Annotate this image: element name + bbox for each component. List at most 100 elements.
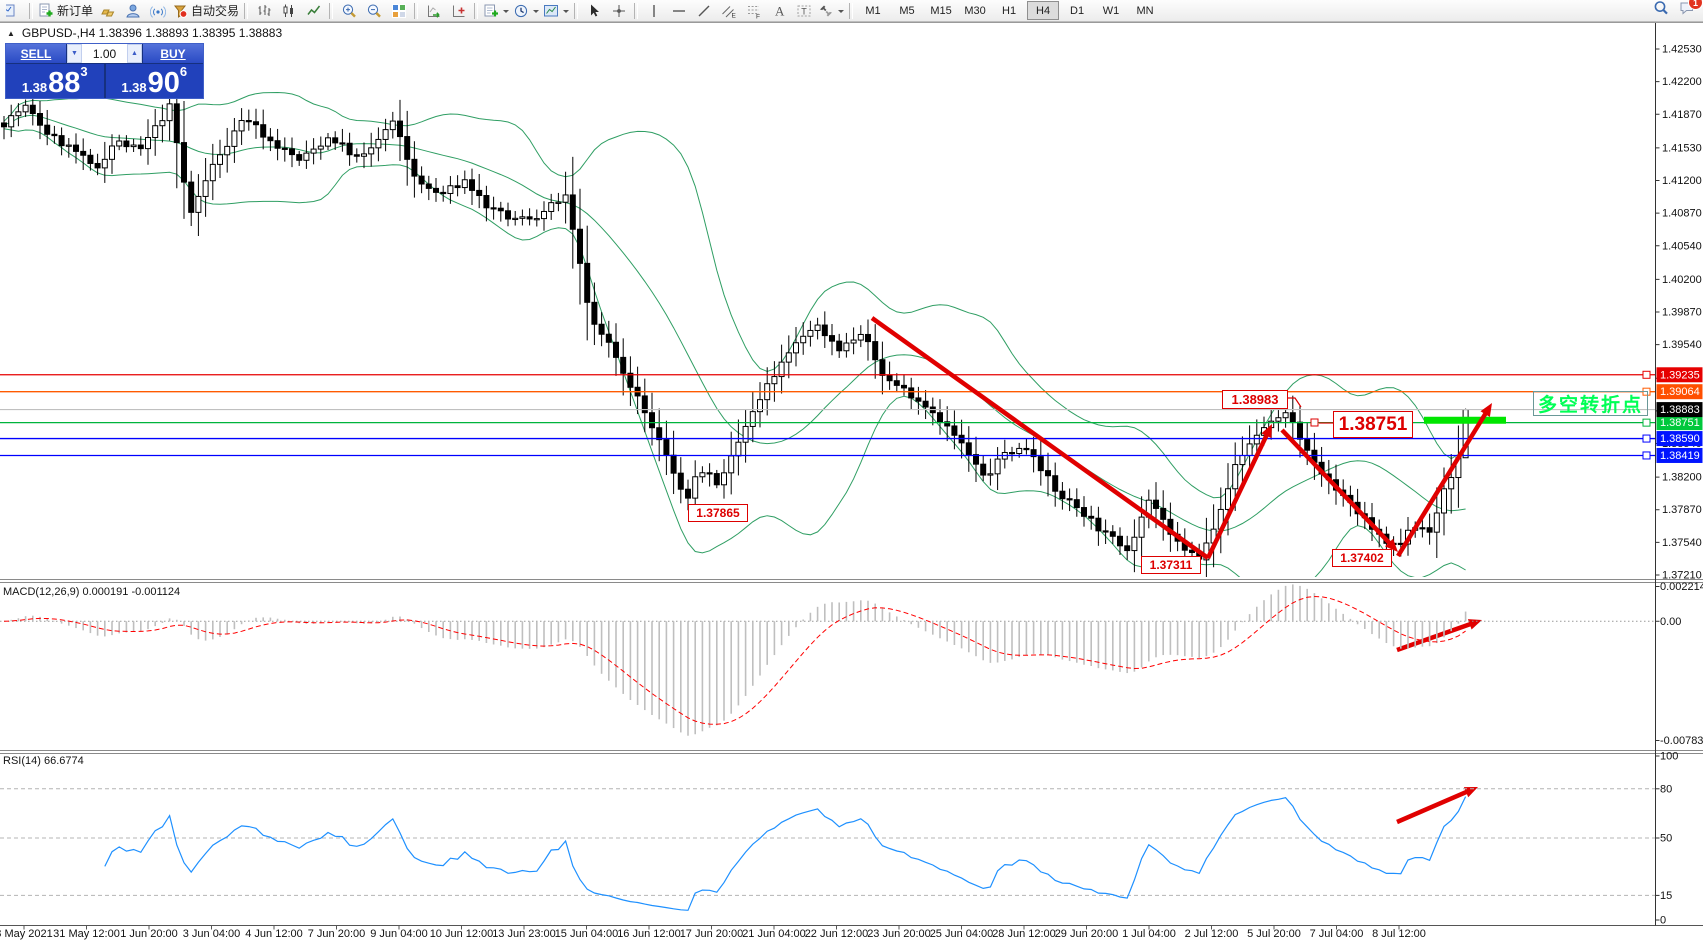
price-callout[interactable]: 1.38751 (1333, 411, 1413, 438)
crosshair-button[interactable] (606, 1, 631, 21)
text-icon: A (771, 3, 787, 19)
svg-text:1.38590: 1.38590 (1660, 433, 1700, 445)
timeframe-d1-button[interactable]: D1 (1070, 4, 1085, 17)
lot-decrease-button[interactable]: ▼ (67, 44, 82, 63)
notification-badge: 1 (1688, 0, 1703, 10)
cursor-button[interactable] (581, 1, 606, 21)
price-callout[interactable]: 1.37865 (688, 504, 748, 522)
sell-price[interactable]: 1.38 88 3 (6, 64, 104, 98)
templates-button[interactable] (541, 1, 571, 21)
templates-icon (543, 3, 559, 19)
line-chart-type-button[interactable] (301, 1, 326, 21)
macd-panel[interactable] (3, 584, 1467, 736)
timeframe-m5-button[interactable]: M5 (899, 4, 915, 17)
timeframe-m30-button[interactable]: M30 (964, 4, 986, 17)
trend-arrow[interactable] (1396, 403, 1492, 558)
timeframe-h4-button[interactable]: H4 (1027, 1, 1060, 20)
vertical-line-button[interactable] (641, 1, 666, 21)
sell-button[interactable]: SELL (6, 44, 66, 63)
timeframe-m15-button[interactable]: M15 (930, 4, 952, 17)
price-tick-label: 1.41200 (1662, 175, 1702, 187)
trendline-button[interactable] (691, 1, 716, 21)
timeframe-mn-button[interactable]: MN (1136, 4, 1154, 17)
fibonacci-button[interactable]: F (741, 1, 766, 21)
new-order-button[interactable]: 新订单 (36, 1, 95, 21)
arrows-button[interactable] (816, 1, 846, 21)
trend-arrow[interactable] (1396, 619, 1482, 653)
time-tick-label: 25 Jun 04:00 (930, 928, 994, 940)
collapse-icon[interactable]: ▲ (7, 28, 15, 38)
horizontal-line-button[interactable] (666, 1, 691, 21)
indicators-icon (483, 3, 499, 19)
tile-windows-button[interactable] (386, 1, 411, 21)
crosshair-icon (611, 3, 627, 19)
bar-chart-type-button[interactable] (251, 1, 276, 21)
buy-price[interactable]: 1.38 90 6 (103, 64, 204, 98)
time-axis[interactable]: 8 May 2021 31 May 12:00 1 Jun 20:00 3 Jun 0… (0, 925, 1426, 941)
bollinger-upper-band (3, 91, 1466, 499)
price-axis[interactable]: 1.42530 1.42200 1.41870 1.41530 1.41200 1.408… (1655, 44, 1702, 582)
trend-arrow[interactable] (870, 316, 1210, 560)
trend-arrow[interactable] (1396, 787, 1478, 825)
autotrade-label: 自动交易 (191, 4, 240, 18)
zoom-out-button[interactable] (361, 1, 386, 21)
time-tick-label: 1 Jun 20:00 (120, 928, 178, 940)
line-handle[interactable] (1642, 434, 1651, 443)
time-tick-label: 16 Jun 12:00 (617, 928, 681, 940)
arrows-icon (818, 3, 834, 19)
timeframe-w1-button[interactable]: W1 (1102, 4, 1120, 17)
price-callout[interactable]: 1.38983 (1222, 390, 1288, 409)
text-annotation[interactable]: 多空转折点 (1533, 391, 1648, 416)
sell-price-big: 88 (48, 67, 81, 99)
chart-shift-button[interactable] (446, 1, 471, 21)
buy-button[interactable]: BUY (143, 44, 203, 63)
price-tick-label: 1.39540 (1662, 339, 1702, 351)
timeframe-m1-button[interactable]: M1 (865, 4, 881, 17)
chart-partial-button[interactable] (1, 1, 26, 21)
price-callout[interactable]: 1.37311 (1141, 556, 1201, 574)
axis-price-tag: 1.38883 (1656, 402, 1703, 418)
rsi-name: RSI(14) (3, 755, 41, 767)
channel-button[interactable]: E (716, 1, 741, 21)
periods-icon (513, 3, 529, 19)
periods-button[interactable] (511, 1, 541, 21)
rsi-axis-label: 15 (1660, 890, 1672, 902)
object-handle[interactable] (1310, 418, 1319, 427)
timeframe-h1-button[interactable]: H1 (1002, 4, 1017, 17)
price-callout[interactable]: 1.37402 (1332, 549, 1392, 567)
buy-price-pipette: 6 (179, 64, 188, 79)
sell-price-prefix: 1.38 (21, 80, 48, 95)
trend-arrow[interactable] (1280, 428, 1398, 552)
trend-arrow[interactable] (1205, 424, 1272, 559)
price-tick-label: 1.37210 (1662, 570, 1702, 582)
new-order-label: 新订单 (57, 4, 94, 18)
rsi-panel[interactable] (104, 796, 1467, 911)
toolbar-separator (474, 2, 479, 19)
lot-input[interactable]: 1.00 (92, 46, 117, 61)
autotrade-button[interactable]: 自动交易 (170, 1, 241, 21)
market-depth-button[interactable] (95, 1, 120, 21)
auto-scroll-button[interactable] (421, 1, 446, 21)
bollinger-lower-band (3, 128, 1466, 577)
line-handle[interactable] (1642, 370, 1651, 379)
line-handle[interactable] (1642, 418, 1651, 427)
search-button[interactable] (1653, 0, 1669, 21)
price-tick-label: 1.41530 (1662, 142, 1702, 154)
zoom-in-button[interactable] (336, 1, 361, 21)
indicators-button[interactable] (481, 1, 511, 21)
one-click-trade-panel: SELL ▼ 1.00 ▲ BUY 1.38 88 3 1.38 90 6 (5, 43, 204, 99)
lot-increase-button[interactable]: ▲ (127, 44, 142, 63)
line-handle[interactable] (1642, 451, 1651, 460)
time-tick-label: 7 Jun 20:00 (308, 928, 366, 940)
main-chart-panel[interactable] (0, 58, 1655, 590)
chat-button[interactable]: 1 (1679, 0, 1703, 21)
signal-button[interactable] (145, 1, 170, 21)
candle-chart-type-button[interactable] (276, 1, 301, 21)
label-button[interactable]: T (791, 1, 816, 21)
profile-icon (125, 3, 141, 19)
text-button[interactable]: A (766, 1, 791, 21)
profile-button[interactable] (120, 1, 145, 21)
time-tick-label: 29 Jun 20:00 (1055, 928, 1119, 940)
